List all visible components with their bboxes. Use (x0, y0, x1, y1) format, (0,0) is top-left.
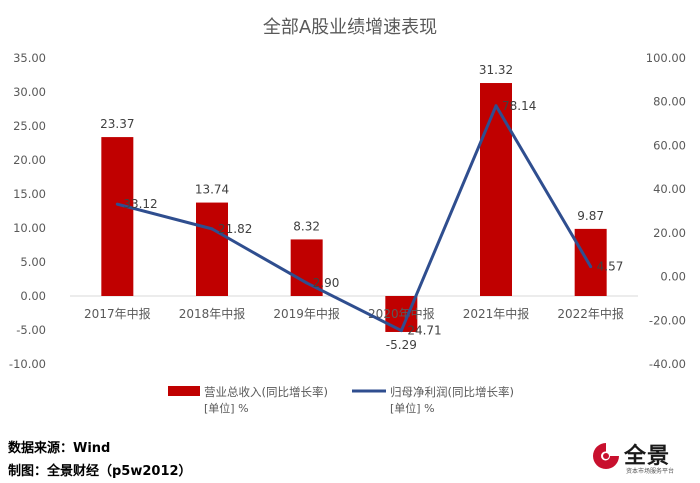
chart-title: 全部A股业绩增速表现 (263, 17, 437, 38)
left-axis-tick: 35.00 (13, 51, 46, 65)
line-data-label: 24.71 (407, 324, 441, 338)
line-path (116, 104, 592, 333)
bar (290, 239, 323, 296)
right-axis-tick: 40.00 (653, 182, 686, 196)
line-point (399, 329, 403, 333)
category-tick-label: 2021年中报 (463, 306, 530, 321)
line-data-label: 21.82 (218, 222, 252, 236)
line-data-label: 78.14 (502, 99, 536, 113)
left-axis-tick: 15.00 (13, 187, 46, 201)
right-axis-tick: 80.00 (653, 95, 686, 109)
bar (196, 202, 228, 296)
right-axis-tick: -40.00 (649, 357, 686, 371)
bar (101, 137, 134, 296)
bar-data-label: 31.32 (479, 63, 513, 77)
category-axis: 2017年中报 2018年中报 2019年中报 2020年中报 2021年中报 2022年… (84, 306, 624, 321)
bar-data-label: 8.32 (293, 219, 320, 233)
bar (574, 228, 607, 296)
legend-bar-label: 营业总收入(同比增长率) (204, 385, 328, 399)
left-axis-tick: 25.00 (13, 119, 46, 133)
legend: 营业总收入(同比增长率) [单位] % 归母净利润(同比增长率) [单位] % (168, 385, 514, 415)
left-axis-tick: 5.00 (20, 255, 46, 269)
logo-subtitle: 资本市场服务平台 (626, 468, 675, 475)
left-axis-tick: -5.00 (16, 323, 46, 337)
bar-data-label: 23.37 (100, 117, 134, 131)
brand-logo: 全景 资本市场服务平台 (590, 438, 690, 478)
line-data-label: 2.90 (313, 276, 340, 290)
category-tick-label: 2017年中报 (84, 306, 151, 321)
line-point (589, 265, 593, 269)
right-axis-tick: 100.00 (646, 51, 686, 65)
right-axis-tick: 0.00 (660, 270, 686, 284)
right-axis-tick: 20.00 (653, 226, 686, 240)
bar-data-label: 9.87 (577, 209, 604, 223)
bar-data-label: -5.29 (386, 338, 417, 352)
right-axis-tick: -20.00 (649, 313, 686, 327)
data-source: 数据来源：Wind (8, 441, 111, 456)
left-axis-tick: -10.00 (9, 357, 46, 371)
bar-series: 23.37 13.74 8.32 -5.29 31.32 9.87 (100, 63, 607, 352)
chart-credit: 制图：全景财经（p5w2012） (8, 464, 192, 479)
bar (480, 83, 512, 296)
logo-name: 全景 (624, 444, 671, 469)
left-axis-tick: 20.00 (13, 153, 46, 167)
left-axis-tick: 30.00 (13, 85, 46, 99)
right-axis-tick: 60.00 (653, 138, 686, 152)
category-tick-label: 2020年中报 (368, 306, 435, 321)
line-data-label: 4.57 (597, 260, 624, 274)
line-series: 33.12 21.82 2.90 24.71 78.14 4.57 (115, 99, 624, 338)
logo-mark-icon (593, 443, 619, 469)
bar-data-label: 13.74 (195, 183, 229, 197)
right-axis: 100.00 80.00 60.00 40.00 20.00 0.00 -20.00 -40.… (646, 51, 686, 371)
legend-bar-unit: [单位] % (204, 401, 249, 415)
legend-line-unit: [单位] % (390, 401, 435, 415)
category-tick-label: 2019年中报 (273, 306, 340, 321)
line-point (210, 227, 214, 231)
line-point (115, 202, 119, 206)
line-point (494, 104, 498, 108)
legend-bar-swatch (168, 386, 200, 396)
line-data-label: 33.12 (123, 197, 157, 211)
category-tick-label: 2022年中报 (557, 306, 624, 321)
legend-line-label: 归母净利润(同比增长率) (390, 385, 514, 399)
left-axis-tick: 0.00 (20, 289, 46, 303)
category-tick-label: 2018年中报 (179, 306, 246, 321)
left-axis: 35.00 30.00 25.00 20.00 15.00 10.00 5.00 0.00 -5… (9, 51, 46, 371)
line-point (305, 281, 309, 285)
left-axis-tick: 10.00 (13, 221, 46, 235)
